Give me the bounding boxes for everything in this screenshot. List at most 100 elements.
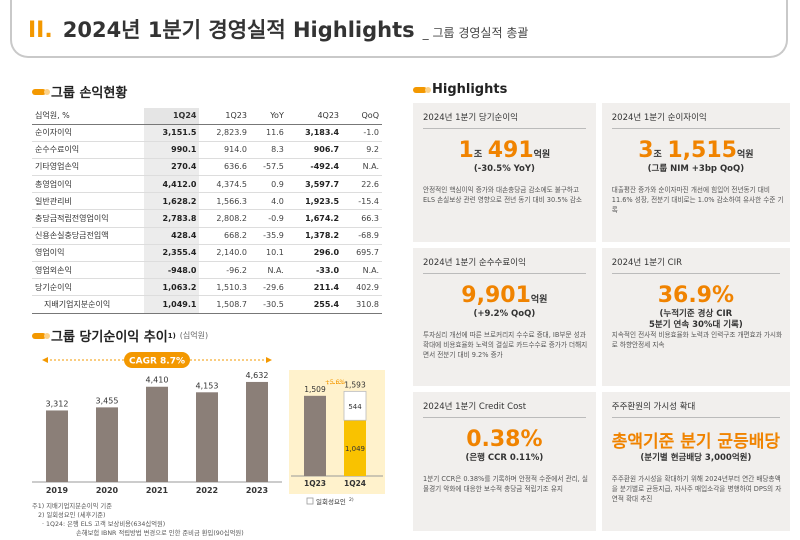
big-value: 총액기준 분기 균등배당 (611, 432, 780, 453)
pl-section-title: 그룹 손익현황 (32, 82, 127, 101)
bullet-icon (32, 332, 50, 339)
card-title: 2024년 1분기 CIR (611, 256, 780, 274)
card-sub-line: (그룹 NIM +3bp QoQ) (647, 164, 745, 174)
cagr-arrow-left-icon (42, 357, 48, 363)
table-cell: -96.2 (199, 261, 250, 280)
table-cell: 1,510.3 (199, 278, 250, 297)
table-row: 총영업이익 4,412.0 4,374.5 0.9 3,597.7 22.6 (32, 175, 382, 194)
table-cell: 3,151.5 (144, 124, 200, 142)
page-subtitle: _ 그룹 경영실적 총괄 (422, 26, 529, 40)
row-label: 충당금적립전영업이익 (32, 209, 145, 228)
bar-1Q24-one-off (343, 390, 367, 421)
table-row: 영업이익 2,355.4 2,140.0 10.1 296.0 695.7 (32, 244, 382, 263)
table-row: 순이자이익 3,151.5 2,823.9 11.6 3,183.4 -1.0 (32, 124, 382, 142)
big-value: 9,901 (461, 282, 531, 308)
footnote-3: · 1Q24: 은행 ELS 고객 보상비용(634십억원) (42, 521, 166, 528)
card-title: 2024년 1분기 순수수료이익 (423, 256, 586, 274)
table-row: 신용손실충당금전입액 428.4 668.2 -35.9 1,378.2 -68.9 (32, 227, 382, 245)
page-title: 2024년 1분기 경영실적 Highlights (62, 18, 415, 42)
table-cell: 1,923.5 (286, 192, 343, 211)
table-cell: -15.4 (342, 192, 382, 211)
table-cell: 8.3 (249, 141, 287, 159)
table-cell: 2,823.9 (199, 124, 250, 142)
table-cell: N.A. (342, 158, 382, 177)
highlight-card: 2024년 1분기 CIR 36.9% (누적기준 경상 CIR 5분기 연속 30%… (601, 247, 790, 387)
table-cell: -1.0 (342, 124, 382, 142)
cagr-arrow-right-icon (266, 357, 272, 363)
highlights-title: Highlights (413, 82, 507, 97)
card-title: 2024년 1분기 순이자이익 (611, 111, 780, 129)
table-cell: 1,508.7 (199, 295, 250, 314)
highlight-card: 2024년 1분기 순이자이익 3조 1,515억원 (그룹 NIM +3bp Qo… (601, 103, 790, 242)
table-cell: 310.8 (342, 295, 382, 314)
bar-1Q23 (304, 395, 326, 476)
card-subtitle: (+9.2% QoQ) (423, 309, 586, 320)
card-sub-line: 5분기 연속 30%대 기록) (648, 319, 743, 330)
row-label: 일반관리비 (32, 192, 145, 211)
section-number: II. (28, 18, 53, 43)
table-cell: 1,378.2 (286, 227, 343, 245)
card-description: 주주환원 가시성을 확대하기 위해 2024년부터 연간 배당총액을 분기별로 … (611, 475, 782, 504)
card-subtitle: (그룹 NIM +3bp QoQ) (612, 164, 780, 175)
big-prefix: 1 (458, 138, 474, 163)
big-prefix-unit: 조 (473, 150, 483, 160)
row-label: 순수수료이익 (32, 141, 145, 159)
table-cell: -948.0 (144, 261, 200, 280)
table-cell: 906.7 (286, 141, 343, 159)
card-figure: 36.9% (612, 283, 780, 308)
card-subtitle: (은행 CCR 0.11%) (423, 453, 586, 464)
table-cell: -35.9 (249, 227, 287, 245)
big-value: 0.38% (466, 427, 543, 453)
table-cell: 1,049.1 (144, 295, 200, 314)
data-label-2022: 4,153 (196, 381, 219, 390)
card-description: 대출평잔 증가와 순이자마진 개선에 힘입어 전년동기 대비 11.6% 성장,… (611, 186, 784, 214)
bar-1Q24-base (344, 420, 366, 476)
col-header: 4Q23 (286, 108, 343, 125)
table-cell: 695.7 (342, 244, 382, 263)
footnote-4: 손해보험 IBNR 적립방법 변경으로 인한 준비금 환입(90십억원) (76, 530, 244, 537)
table-cell: 22.6 (342, 175, 382, 194)
annual-net-income-chart: CAGR 8.7% 3,312 2019 3,455 2020 4,410 2021 4,15… (32, 348, 282, 498)
table-row: 당기순이익 1,063.2 1,510.3 -29.6 211.4 402.9 (32, 278, 382, 297)
col-header: YoY (249, 108, 287, 125)
row-label: 기타영업손익 (32, 158, 145, 177)
big-unit: 억원 (533, 150, 551, 160)
card-figure: 3조 1,515억원 (612, 138, 780, 163)
table-cell: N.A. (342, 261, 382, 280)
bar-2021 (146, 386, 168, 482)
table-cell: 428.4 (144, 227, 200, 245)
table-cell: 1,628.2 (144, 192, 200, 211)
card-description: 안정적인 핵심이익 증가와 대손충당금 감소에도 불구하고 ELS 손실보상 관… (423, 186, 582, 204)
footnote-1: 주1) 지배기업지분순이익 기준 (32, 503, 112, 510)
highlight-card: 2024년 1분기 Credit Cost 0.38% (은행 CCR 0.11%)… (413, 392, 596, 531)
data-label-1Q24-base: 1,049 (345, 445, 365, 453)
big-unit: 억원 (736, 150, 754, 160)
table-cell: 3,597.7 (286, 175, 343, 194)
table-cell: 4,412.0 (144, 175, 200, 194)
table-cell: 4,374.5 (199, 175, 250, 194)
table-cell: 0.9 (249, 175, 287, 194)
data-label-1Q24-one-off: 544 (348, 403, 362, 411)
legend-sup: 2) (349, 497, 354, 503)
page-header: II. 2024년 1분기 경영실적 Highlights _ 그룹 경영실적 … (28, 14, 528, 44)
card-title: 2024년 1분기 Credit Cost (423, 400, 586, 419)
table-cell: -33.0 (286, 261, 343, 280)
table-row: 충당금적립전영업이익 2,783.8 2,808.2 -0.9 1,674.2 66.3 (32, 209, 382, 228)
data-label-1Q24: 1,593 (344, 380, 366, 389)
highlight-card: 2024년 1분기 당기순이익 1조 491억원 (-30.5% YoY) 안정적인 … (413, 103, 596, 242)
table-cell: 1,566.3 (199, 192, 250, 211)
table-cell: 296.0 (286, 244, 343, 263)
header-frame (10, 0, 788, 58)
col-header: 1Q24 (144, 108, 200, 125)
card-figure: 0.38% (423, 427, 586, 452)
card-title: 2024년 1분기 당기순이익 (423, 111, 586, 129)
highlights-panel: 2024년 1분기 당기순이익 1조 491억원 (-30.5% YoY) 안정적인 … (413, 103, 790, 531)
highlight-card: 2024년 1분기 순수수료이익 9,901억원 (+9.2% QoQ) 투자심리 개… (413, 247, 596, 387)
footnotes: 주1) 지배기업지분순이익 기준 2) 일회성요인 (세후기준) · 1Q24:… (32, 502, 244, 538)
ni-section-title: 그룹 당기순이익 추이 1) (십억원) (32, 326, 208, 345)
card-figure: 총액기준 분기 균등배당 (612, 427, 780, 452)
card-sub-line: (-30.5% YoY) (473, 164, 535, 174)
table-cell: 255.4 (286, 295, 343, 314)
col-header: 십억원, % (32, 108, 145, 125)
quarterly-net-income-chart: 1,509 1,049 544 1,593 +5.6% 1Q23 1Q24 일회성요인 2) (287, 370, 387, 510)
